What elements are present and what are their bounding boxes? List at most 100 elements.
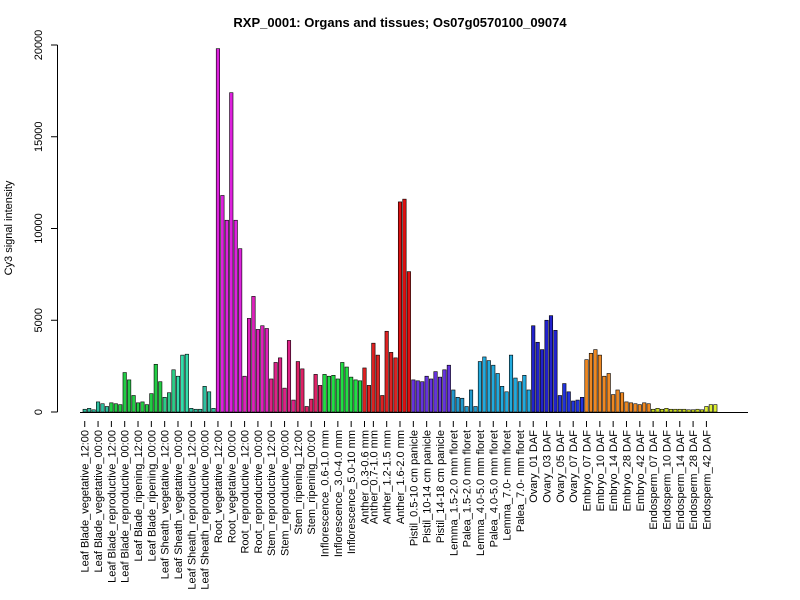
bar (358, 380, 363, 413)
x-tick-label: Endosperm_42 DAF (701, 430, 713, 530)
bar (535, 341, 540, 413)
bar (149, 393, 154, 413)
bar (602, 375, 607, 413)
x-tick-label: Palea_7.0- mm floret (515, 430, 527, 532)
bar (460, 397, 465, 413)
x-tick-label: Root_reproductive_12:00 (240, 430, 252, 554)
plot-area: 0 5000 10000 15000 20000 Leaf Blade_vegetativ… (33, 30, 748, 590)
bar (713, 404, 718, 413)
bar (624, 401, 629, 413)
bar (326, 375, 331, 413)
bar (167, 392, 172, 413)
bar (580, 397, 585, 413)
x-tick-label: Leaf Sheath_vegetative_12:00 (160, 430, 172, 579)
x-tick-label: Root_vegetative_12:00 (213, 430, 225, 543)
bar (247, 318, 252, 413)
bar (553, 330, 558, 413)
bar (278, 357, 283, 413)
x-tick-label: Lemma_4.0-5.0 mm floret (475, 430, 487, 556)
bar (677, 408, 682, 413)
x-tick-label: Root_reproductive_00:00 (253, 430, 265, 554)
bar (171, 369, 176, 413)
bar (691, 409, 696, 413)
bar (269, 378, 274, 413)
bar (202, 386, 207, 413)
y-axis-label: Cy3 signal intensity (3, 180, 15, 275)
bar (158, 381, 163, 413)
x-tick-label: Ovary_03 DAF (542, 430, 554, 503)
y-tick-label: 15000 (33, 121, 45, 152)
bar (531, 325, 536, 413)
bar (500, 386, 505, 413)
bar (122, 372, 127, 413)
x-tick-label: Pistil_0.5-10 cm panicle (408, 430, 420, 546)
bar (362, 367, 367, 413)
bar (127, 379, 132, 413)
bar (291, 399, 296, 413)
bar (144, 404, 149, 413)
bar (153, 363, 158, 413)
bar (446, 364, 451, 413)
x-tick-label: Stem_ripening_00:00 (306, 430, 318, 535)
x-tick-label: Endosperm_28 DAF (688, 430, 700, 530)
bar (593, 349, 598, 413)
bar (429, 378, 434, 413)
bar (255, 329, 260, 413)
bar (562, 383, 567, 413)
bar (389, 352, 394, 413)
bar (282, 387, 287, 413)
x-tick-label: Palea_4.0-5.0 mm floret (488, 430, 500, 547)
bar (238, 248, 243, 413)
bar (673, 408, 678, 413)
bar (655, 408, 660, 413)
x-tick-label: Ovary_05 DAF (555, 430, 567, 503)
x-tick-label: Embryo_28 DAF (621, 430, 633, 512)
bar (87, 408, 92, 413)
bar (104, 406, 109, 413)
bar (606, 373, 611, 413)
bar (628, 402, 633, 413)
bar (695, 408, 700, 413)
bar (482, 356, 487, 413)
bar (300, 368, 305, 413)
bar (517, 381, 522, 413)
x-tick-label: Leaf Sheath_reproductive_12:00 (186, 430, 198, 590)
bar (309, 398, 314, 413)
x-tick-label: Ovary_07 DAF (568, 430, 580, 503)
bar (380, 395, 385, 413)
y-tick-label: 10000 (33, 213, 45, 244)
bar (664, 408, 669, 413)
bar (495, 373, 500, 413)
bar (651, 408, 656, 413)
bar (526, 389, 531, 413)
bar (118, 404, 123, 413)
x-tick-label: Pistil_10-14 cm panicle (422, 430, 434, 543)
bar (96, 401, 101, 413)
bar (637, 404, 642, 413)
x-tick-label: Inflorescence_3.0-4.0 mm (333, 430, 345, 557)
bar (162, 397, 167, 413)
bar (384, 330, 389, 413)
bar (584, 359, 589, 413)
x-tick-label: Embryo_14 DAF (608, 430, 620, 512)
bar (704, 406, 709, 413)
x-tick-label: Inflorescence_0.6-1.0 mm (320, 430, 332, 557)
x-tick-label: Anther_1.6-2.0 mm (395, 430, 407, 524)
bar (437, 376, 442, 413)
bar (544, 319, 549, 413)
bar (397, 201, 403, 413)
bar (260, 325, 265, 413)
x-tick-label: Lemma_7.0- mm floret (502, 430, 514, 541)
bar (113, 403, 118, 413)
bar (646, 403, 651, 413)
bar (340, 362, 345, 413)
x-tick-label: Pistil_14-18 cm panicle (435, 430, 447, 543)
bar (189, 408, 194, 413)
bar (451, 389, 456, 413)
bar (184, 353, 189, 413)
bar (224, 219, 229, 413)
bar (375, 354, 380, 413)
x-tick-label: Stem_reproductive_12:00 (266, 430, 278, 556)
bar (131, 395, 136, 413)
